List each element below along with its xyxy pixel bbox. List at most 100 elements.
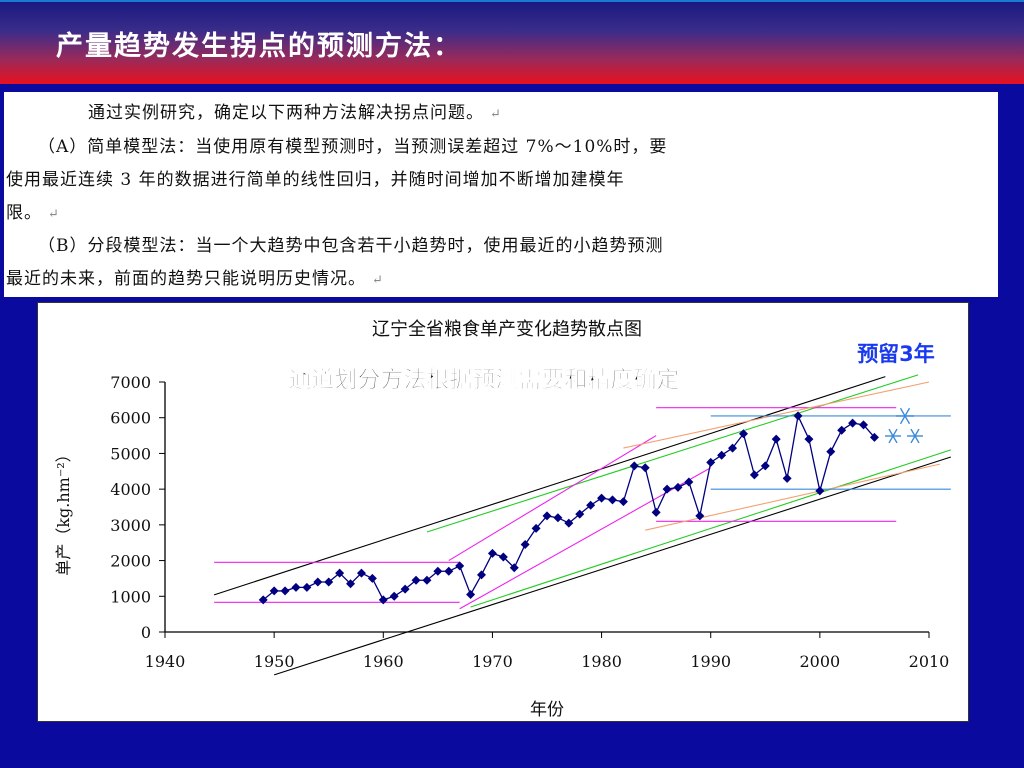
channel-line-magenta-lower-diag xyxy=(459,467,711,610)
data-point xyxy=(509,563,519,573)
title-bar: 产量趋势发生拐点的预测方法： xyxy=(0,0,1024,84)
chart-subtitle: 通道划分方法根据预测需要和精度确定 xyxy=(289,366,680,393)
x-tick-label: 1990 xyxy=(690,652,731,671)
series-line xyxy=(262,413,875,601)
data-point xyxy=(782,473,792,483)
slide-title: 产量趋势发生拐点的预测方法： xyxy=(56,31,462,62)
data-point xyxy=(411,575,421,585)
data-point xyxy=(859,420,869,430)
return-mark-icon: ↵ xyxy=(490,107,502,122)
data-point xyxy=(356,568,366,578)
return-mark-icon: ↵ xyxy=(48,207,60,222)
data-point xyxy=(389,591,399,601)
data-point xyxy=(738,429,748,439)
data-point xyxy=(258,595,268,605)
return-mark-icon: ↵ xyxy=(372,273,384,288)
x-tick-label: 2010 xyxy=(909,652,950,671)
y-tick-label: 0 xyxy=(141,623,151,642)
channel-line-green-lower xyxy=(470,449,951,608)
data-point xyxy=(651,507,661,517)
text-line-3: 使用最近连续 3 年的数据进行简单的线性回归，并随时间增加不断增加建模年 xyxy=(6,170,625,190)
data-point xyxy=(531,523,541,533)
y-axis-label: 单产（kg.hm⁻²） xyxy=(54,446,73,575)
y-tick-label: 3000 xyxy=(110,516,151,535)
data-point xyxy=(706,457,716,467)
snowflake-icon xyxy=(907,428,923,444)
data-point xyxy=(280,586,290,596)
y-tick-label: 2000 xyxy=(110,552,151,571)
text-line-6: 最近的未来，前面的趋势只能说明历史情况。 ↵ xyxy=(6,269,384,289)
data-point xyxy=(804,434,814,444)
text-line-1: 通过实例研究，确定以下两种方法解决拐点问题。 ↵ xyxy=(88,103,502,123)
x-tick-label: 2000 xyxy=(799,652,840,671)
data-point xyxy=(575,509,585,519)
text-panel: 通过实例研究，确定以下两种方法解决拐点问题。 ↵ （A）简单模型法：当使用原有模型… xyxy=(4,92,998,297)
text-line-4: 限。 ↵ xyxy=(6,203,60,223)
data-point xyxy=(607,495,617,505)
data-point xyxy=(564,518,574,528)
data-point xyxy=(324,577,334,587)
data-point xyxy=(335,568,345,578)
reserve-3-years-annotation: 预留3年 xyxy=(857,342,935,366)
data-point xyxy=(477,570,487,580)
y-tick-label: 4000 xyxy=(110,480,151,499)
data-point xyxy=(826,447,836,457)
y-tick-label: 1000 xyxy=(110,587,151,606)
data-point xyxy=(367,573,377,583)
y-tick-label: 7000 xyxy=(110,373,151,392)
data-point xyxy=(629,461,639,471)
data-point xyxy=(869,432,879,442)
y-tick-label: 5000 xyxy=(110,444,151,463)
data-point xyxy=(640,463,650,473)
channel-line-orange-lower xyxy=(645,463,941,531)
snowflake-icon xyxy=(896,407,914,425)
data-point xyxy=(455,561,465,571)
data-point xyxy=(662,484,672,494)
data-point xyxy=(520,540,530,549)
data-point xyxy=(760,461,770,471)
chart-panel: 辽宁全省粮食单产变化趋势散点图通道划分方法根据预测需要和精度确定 预留3年 0 100… xyxy=(37,302,969,722)
data-point xyxy=(433,566,443,576)
channel-line-outer-lower xyxy=(273,456,951,676)
data-point xyxy=(848,418,858,428)
data-point xyxy=(586,500,596,510)
channel-line-green-upper xyxy=(426,374,919,533)
data-point xyxy=(717,450,727,460)
data-point xyxy=(728,443,738,453)
text-line-5: （B）分段模型法：当一个大趋势中包含若干小趋势时，使用最近的小趋势预测 xyxy=(38,236,664,256)
snowflake-icon xyxy=(885,428,901,444)
chart-title: 辽宁全省粮食单产变化趋势散点图 xyxy=(372,319,642,340)
data-point xyxy=(422,575,432,585)
text-line-2: （A）简单模型法：当使用原有模型预测时，当预测误差超过 7%～10%时，要 xyxy=(38,137,668,157)
data-point xyxy=(346,579,356,589)
x-tick-label: 1950 xyxy=(254,652,295,671)
data-point xyxy=(542,511,552,521)
data-point xyxy=(695,511,705,521)
data-point xyxy=(771,434,781,444)
data-point xyxy=(553,513,563,523)
x-tick-label: 1980 xyxy=(581,652,622,671)
x-axis-label: 年份 xyxy=(530,700,564,720)
data-point xyxy=(749,470,759,480)
data-point xyxy=(618,497,628,507)
data-point xyxy=(498,552,508,562)
data-point xyxy=(444,566,454,576)
channel-line-outer-upper xyxy=(213,376,886,596)
data-point xyxy=(487,548,497,558)
channel-line-magenta-upper-diag xyxy=(448,435,657,562)
y-tick-label: 6000 xyxy=(110,409,151,428)
channel-line-orange-upper xyxy=(623,381,930,449)
data-point xyxy=(269,586,279,596)
data-point xyxy=(291,582,301,592)
data-point xyxy=(597,493,607,503)
data-point xyxy=(673,482,683,492)
x-tick-label: 1970 xyxy=(472,652,513,671)
data-point xyxy=(815,486,825,496)
data-point xyxy=(466,590,476,599)
data-point xyxy=(684,477,694,487)
data-point xyxy=(378,595,388,605)
data-point xyxy=(313,577,323,587)
data-point xyxy=(837,425,847,435)
x-tick-label: 1940 xyxy=(145,652,186,671)
